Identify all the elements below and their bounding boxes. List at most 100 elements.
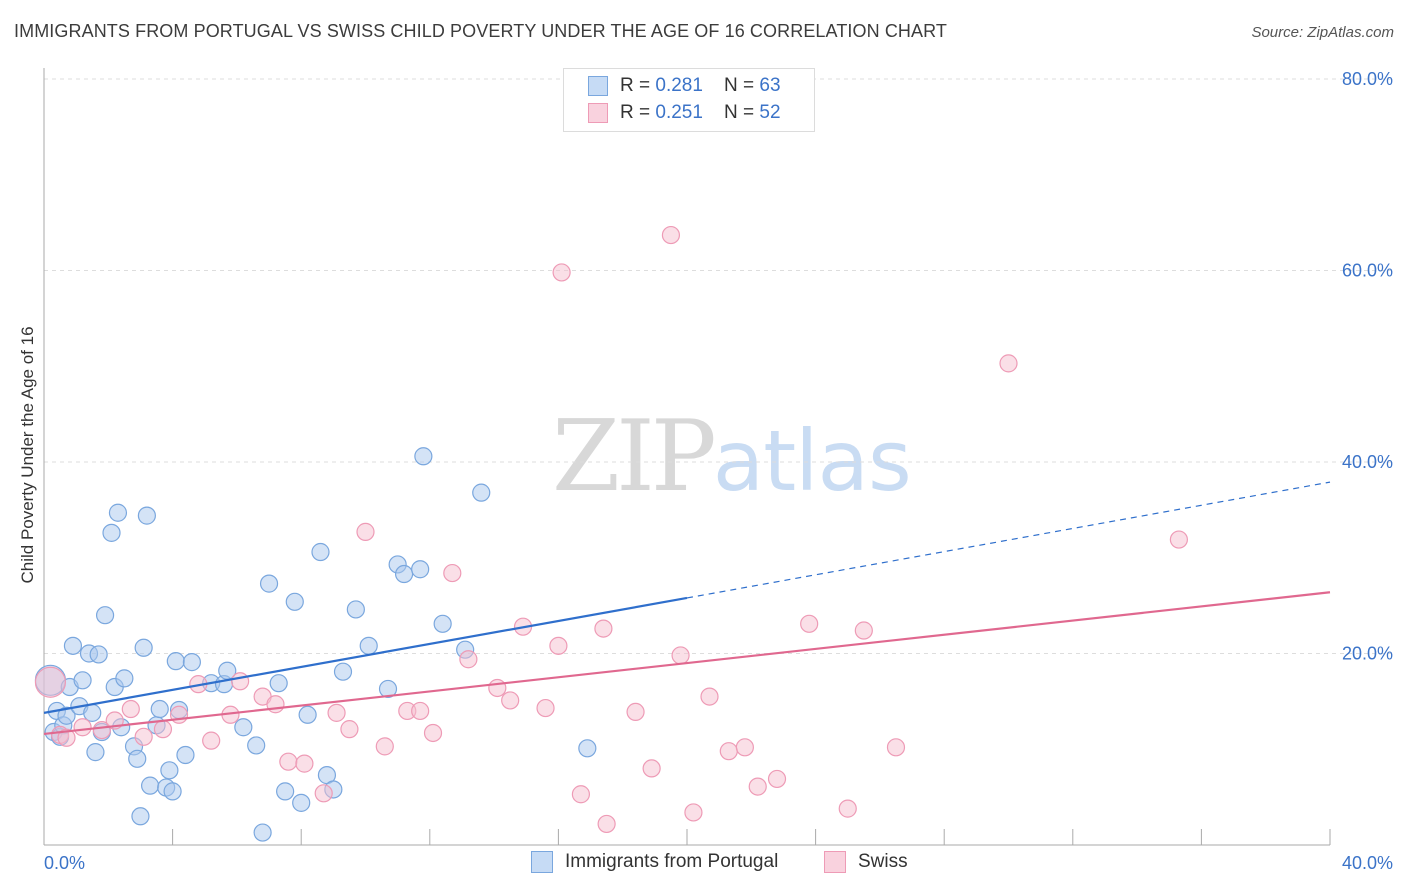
data-point [314,784,333,803]
data-point [285,592,304,611]
trendline-swiss [43,591,1331,736]
data-point [121,699,140,719]
legend-item-swiss[interactable]: Swiss [824,851,908,873]
data-point [234,718,253,737]
legend-item-portugal[interactable]: Immigrants from Portugal [531,851,778,873]
legend-swatch-pink [824,851,846,873]
data-point [292,793,311,812]
data-point [131,807,150,826]
watermark-atlas: atlas [712,412,912,510]
data-point [594,619,613,638]
data-point [838,799,857,818]
data-point [137,506,156,525]
legend-label-portugal: Immigrants from Portugal [565,851,779,872]
r-label: R = [620,102,656,123]
data-point [160,761,179,780]
n-label: N = [724,75,760,96]
data-point [642,759,661,778]
data-point [394,564,414,584]
data-point [108,503,128,522]
data-point [999,354,1018,373]
chart-title: IMMIGRANTS FROM PORTUGAL VS SWISS CHILD … [14,21,947,41]
data-point [346,600,365,619]
n-value: 52 [759,102,781,123]
data-point [176,745,195,765]
series-swiss-points [34,225,1188,834]
data-point [552,263,571,282]
data-point [269,674,288,693]
data-point [276,782,295,801]
legend-swatch-blue [588,76,608,96]
stats-legend: R = 0.281 N = 63 R = 0.251 N = 52 [563,68,815,132]
data-point [73,718,92,737]
data-point [854,621,873,640]
data-point [95,606,115,625]
legend-swatch-blue [531,851,553,873]
data-point [501,691,520,710]
data-point [34,666,67,698]
data-point [433,614,452,633]
y-tick-label: 80.0% [1342,69,1393,89]
data-point [134,727,153,746]
data-point [767,769,787,789]
y-tick-label: 40.0% [1342,452,1393,472]
data-point [748,777,767,796]
data-point [359,636,378,655]
data-point [311,542,330,562]
data-point [57,706,76,725]
data-point [140,776,160,795]
r-value: 0.281 [655,75,703,96]
y-axis-title: Child Poverty Under the Age of 16 [18,326,37,584]
y-tick-label: 60.0% [1342,261,1393,281]
data-point [89,645,108,664]
data-point [684,803,703,822]
data-point [626,702,645,722]
axes [43,68,1331,846]
data-point [735,738,754,757]
data-point [1169,530,1188,549]
data-point [73,671,92,690]
data-point [298,705,317,724]
data-point [247,736,266,755]
data-point [597,814,616,834]
source-label: Source: ZipAtlas.com [1251,24,1394,41]
data-point [411,701,430,721]
r-value: 0.251 [655,102,703,123]
series-portugal-points [34,447,597,842]
series-legend: Immigrants from Portugal Swiss [0,851,1406,877]
n-label: N = [724,102,760,123]
legend-swatch-pink [588,103,608,123]
data-point [378,679,398,699]
tick-labels: 20.0% 40.0% 60.0% 80.0% 0.0% 40.0% [44,69,1393,873]
data-point [63,636,83,655]
data-point [115,669,134,688]
data-point [459,650,478,669]
data-point [231,672,250,691]
watermark: ZIPatlas [552,400,912,514]
trendline-portugal [43,596,688,714]
data-point [153,720,173,739]
data-point [182,653,201,672]
data-point [443,563,462,583]
data-point [83,703,102,722]
data-point [266,695,285,714]
data-point [134,638,153,657]
data-point [472,483,491,502]
data-point [719,742,738,761]
data-point [279,752,298,771]
data-point [327,703,346,722]
data-point [92,720,111,740]
watermark-zip: ZIP [552,400,717,514]
data-point [253,823,272,842]
data-point [356,522,375,541]
data-point [661,225,681,245]
data-point [423,723,443,743]
trendlines [43,481,1331,736]
legend-label-swiss: Swiss [858,851,908,872]
data-point [536,698,555,718]
data-point [57,728,76,747]
data-point [166,652,185,671]
x-tick-label: 0.0% [44,853,85,873]
x-tick-label: 40.0% [1342,853,1393,873]
